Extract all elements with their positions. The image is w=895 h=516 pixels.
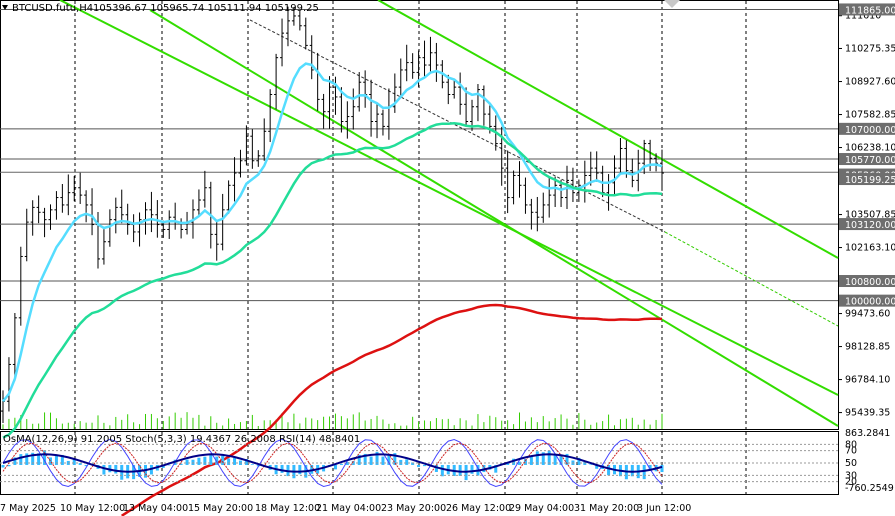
- rsi-line: [2, 453, 663, 473]
- time-tick-label: 31 May 20:00: [574, 503, 639, 514]
- price-tick-label: 102163.10: [845, 243, 895, 254]
- time-tick-label: 23 May 20:00: [381, 503, 446, 514]
- price-level-box: [839, 173, 895, 186]
- time-tick-label: 13 May 04:00: [123, 503, 188, 514]
- ema-mid-line: [2, 121, 663, 439]
- time-tick-label: 10 May 12:00: [60, 503, 125, 514]
- volume-bars: [2, 412, 663, 429]
- price-tick-label: 103507.85: [845, 210, 895, 221]
- price-level-value: 100800.00: [845, 277, 895, 288]
- trend-line: [249, 19, 666, 233]
- dropdown-triangle-icon[interactable]: [2, 5, 8, 10]
- indicator-legend: OsMA(12,26,9) 91.2005 Stoch(5,3,3) 19.43…: [3, 434, 360, 445]
- price-level-box: [839, 218, 895, 231]
- price-level-value: 107000.00: [845, 125, 895, 136]
- price-level-box: [839, 153, 895, 166]
- stoch-signal-line: [2, 442, 663, 484]
- price-level-box: [839, 294, 895, 307]
- indicator-tick-label: 20: [845, 477, 857, 488]
- price-level-value: 105770.00: [845, 155, 895, 166]
- time-tick-label: 3 Jun 12:00: [637, 503, 691, 514]
- indicator-tick-label: 863.2841: [845, 428, 890, 439]
- price-level-labels: 111865.00107000.00105770.00105260.001051…: [839, 3, 895, 308]
- price-tick-label: 106238.10: [845, 143, 895, 154]
- time-tick-label: 21 May 04:00: [316, 503, 381, 514]
- channel-line: [149, 9, 839, 427]
- price-level-value: 100000.00: [845, 297, 895, 308]
- price-tick-label: 108927.60: [845, 77, 895, 88]
- scroll-marker-icon: [664, 0, 680, 8]
- ohlc-values: 105396.67 105965.74 105111.94 105199.25: [93, 3, 319, 14]
- indicator-tick-label: -760.2549: [845, 483, 894, 494]
- ema-fast-line: [2, 62, 663, 403]
- price-tick-label: 98128.85: [845, 342, 890, 353]
- time-tick-label: 7 May 2025: [0, 503, 56, 514]
- price-level-box: [839, 122, 895, 135]
- chart-symbol: BTCUSD.futu,H4: [12, 3, 93, 14]
- price-tick-label: 111610: [845, 11, 881, 22]
- trend-line-extension: [664, 231, 839, 327]
- indicator-tick-label: 70: [845, 446, 857, 457]
- trend-channel-lines: [59, 0, 839, 427]
- time-tick-label: 15 May 20:00: [188, 503, 253, 514]
- price-level-box: [839, 3, 895, 16]
- time-tick-label: 29 May 04:00: [509, 503, 574, 514]
- price-level-box: [839, 275, 895, 288]
- indicator-tick-label: 50: [845, 458, 857, 469]
- price-tick-label: 96784.10: [845, 375, 890, 386]
- channel-line: [377, 0, 839, 259]
- time-tick-label: 26 May 12:00: [446, 503, 511, 514]
- indicator-tick-label: 30: [845, 470, 857, 481]
- price-level-value: 105199.25: [845, 175, 895, 186]
- price-tick-label: 110275.35: [845, 43, 895, 54]
- oscillator-indicators: [0, 438, 838, 488]
- time-tick-label: 18 May 12:00: [255, 503, 320, 514]
- price-tick-label: 107582.85: [845, 110, 895, 121]
- channel-line: [59, 0, 839, 396]
- price-level-value: 103120.00: [845, 220, 895, 231]
- price-level-value: 111865.00: [845, 5, 895, 16]
- price-tick-label: 99473.60: [845, 309, 890, 320]
- indicator-tick-label: 80: [845, 439, 857, 450]
- price-tick-label: 95439.35: [845, 408, 890, 419]
- price-bars: [1, 6, 664, 424]
